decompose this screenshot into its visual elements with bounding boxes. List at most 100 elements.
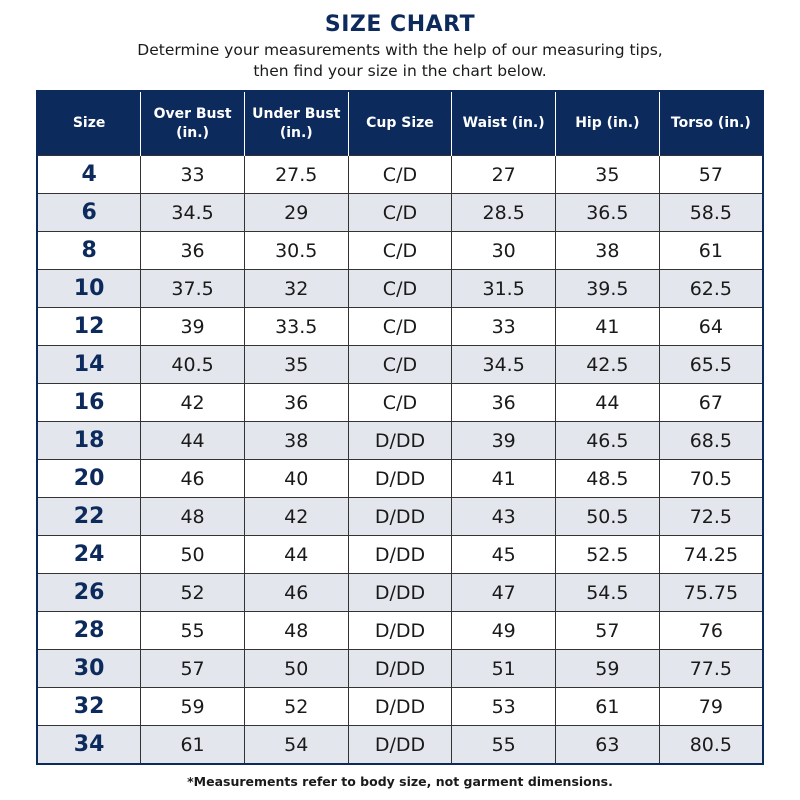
- table-cell: 62.5: [658, 269, 764, 308]
- column-header: Cup Size: [347, 91, 452, 156]
- table-cell: 40.5: [140, 345, 245, 384]
- column-header-line: (in.): [279, 124, 313, 141]
- size-cell: 30: [36, 649, 142, 688]
- column-header-line: Hip (in.): [575, 115, 640, 131]
- size-chart-table: Size Over Bust (in.) Under Bust (in.) Cup Siz…: [36, 90, 764, 765]
- table-cell: 34.5: [140, 193, 245, 232]
- table-cell: 35: [555, 155, 660, 194]
- subtitle-line-2: then find your size in the chart below.: [253, 62, 547, 80]
- table-cell: 63: [555, 725, 660, 765]
- table-cell: 51: [451, 649, 557, 688]
- size-cell: 18: [36, 421, 142, 460]
- footnote: *Measurements refer to body size, not ga…: [187, 774, 613, 789]
- table-cell: 77.5: [658, 649, 764, 688]
- table-cell: 34.5: [451, 345, 557, 384]
- table-cell: 52: [140, 573, 245, 612]
- table-cell: 50: [140, 535, 245, 574]
- table-cell: 36.5: [555, 193, 660, 232]
- table-cell: 58.5: [658, 193, 764, 232]
- column-header: Torso (in.): [658, 91, 763, 156]
- size-cell: 24: [36, 535, 142, 574]
- table-cell: 30.5: [243, 231, 349, 270]
- table-cell: 68.5: [658, 421, 764, 460]
- table-header-row: Size Over Bust (in.) Under Bust (in.) Cup Siz…: [37, 91, 763, 156]
- table-cell: 44: [243, 535, 349, 574]
- column-header: Size: [37, 91, 141, 156]
- size-cell: 4: [36, 155, 142, 194]
- table-cell: 55: [140, 611, 245, 650]
- table-cell: 36: [451, 383, 557, 422]
- table-cell: 42.5: [555, 345, 660, 384]
- table-cell: 39: [451, 421, 557, 460]
- table-cell: 61: [140, 725, 245, 765]
- column-header-line: Cup Size: [366, 115, 434, 131]
- size-cell: 14: [36, 345, 142, 384]
- table-row: 28 55 48 D/DD 49 57 76: [36, 611, 764, 650]
- table-cell: 33: [451, 307, 557, 346]
- table-cell: 41: [555, 307, 660, 346]
- column-header-line: Torso (in.): [670, 115, 751, 131]
- table-cell: 80.5: [658, 725, 764, 765]
- table-cell: 79: [658, 687, 764, 726]
- table-cell: C/D: [347, 383, 453, 422]
- table-cell: 48: [243, 611, 349, 650]
- table-cell: D/DD: [347, 687, 453, 726]
- table-row: 6 34.5 29 C/D 28.5 36.5 58.5: [36, 193, 764, 232]
- table-cell: 48: [140, 497, 245, 536]
- size-cell: 20: [36, 459, 142, 498]
- table-row: 34 61 54 D/DD 55 63 80.5: [36, 725, 764, 765]
- table-row: 18 44 38 D/DD 39 46.5 68.5: [36, 421, 764, 460]
- table-cell: 59: [140, 687, 245, 726]
- table-row: 22 48 42 D/DD 43 50.5 72.5: [36, 497, 764, 536]
- table-cell: 28.5: [451, 193, 557, 232]
- size-cell: 10: [36, 269, 142, 308]
- table-row: 4 33 27.5 C/D 27 35 57: [36, 155, 764, 194]
- table-cell: 37.5: [140, 269, 245, 308]
- page-title: SIZE CHART: [324, 12, 476, 37]
- table-row: 24 50 44 D/DD 45 52.5 74.25: [36, 535, 764, 574]
- table-cell: C/D: [347, 269, 453, 308]
- table-cell: 39: [140, 307, 245, 346]
- table-row: 26 52 46 D/DD 47 54.5 75.75: [36, 573, 764, 612]
- size-cell: 8: [36, 231, 142, 270]
- subtitle-line-1: Determine your measurements with the hel…: [137, 41, 663, 59]
- table-cell: 32: [243, 269, 349, 308]
- table-cell: 45: [451, 535, 557, 574]
- table-cell: 38: [243, 421, 349, 460]
- table-cell: 47: [451, 573, 557, 612]
- table-cell: 50.5: [555, 497, 660, 536]
- table-cell: 38: [555, 231, 660, 270]
- column-header-line: Waist (in.): [462, 115, 545, 131]
- size-cell: 22: [36, 497, 142, 536]
- table-cell: 67: [658, 383, 764, 422]
- table-cell: 53: [451, 687, 557, 726]
- column-header: Hip (in.): [555, 91, 660, 156]
- table-cell: 57: [658, 155, 764, 194]
- column-header-line: Size: [72, 115, 106, 131]
- table-cell: C/D: [347, 307, 453, 346]
- column-header-line: Over Bust: [153, 105, 232, 122]
- table-cell: 49: [451, 611, 557, 650]
- table-cell: 33.5: [243, 307, 349, 346]
- table-cell: D/DD: [347, 573, 453, 612]
- table-cell: 41: [451, 459, 557, 498]
- column-header-line: (in.): [176, 124, 209, 141]
- size-cell: 34: [36, 725, 142, 765]
- table-cell: 27.5: [243, 155, 349, 194]
- table-row: 20 46 40 D/DD 41 48.5 70.5: [36, 459, 764, 498]
- table-cell: 27: [451, 155, 557, 194]
- column-header: Over Bust (in.): [140, 91, 245, 156]
- table-row: 8 36 30.5 C/D 30 38 61: [36, 231, 764, 270]
- table-cell: 42: [243, 497, 349, 536]
- column-header: Under Bust (in.): [243, 91, 349, 156]
- table-cell: 72.5: [658, 497, 764, 536]
- table-cell: 39.5: [555, 269, 660, 308]
- table-cell: D/DD: [347, 459, 453, 498]
- table-row: 16 42 36 C/D 36 44 67: [36, 383, 764, 422]
- table-row: 32 59 52 D/DD 53 61 79: [36, 687, 764, 726]
- size-cell: 28: [36, 611, 142, 650]
- table-cell: 52: [243, 687, 349, 726]
- table-row: 14 40.5 35 C/D 34.5 42.5 65.5: [36, 345, 764, 384]
- table-cell: D/DD: [347, 535, 453, 574]
- table-cell: 40: [243, 459, 349, 498]
